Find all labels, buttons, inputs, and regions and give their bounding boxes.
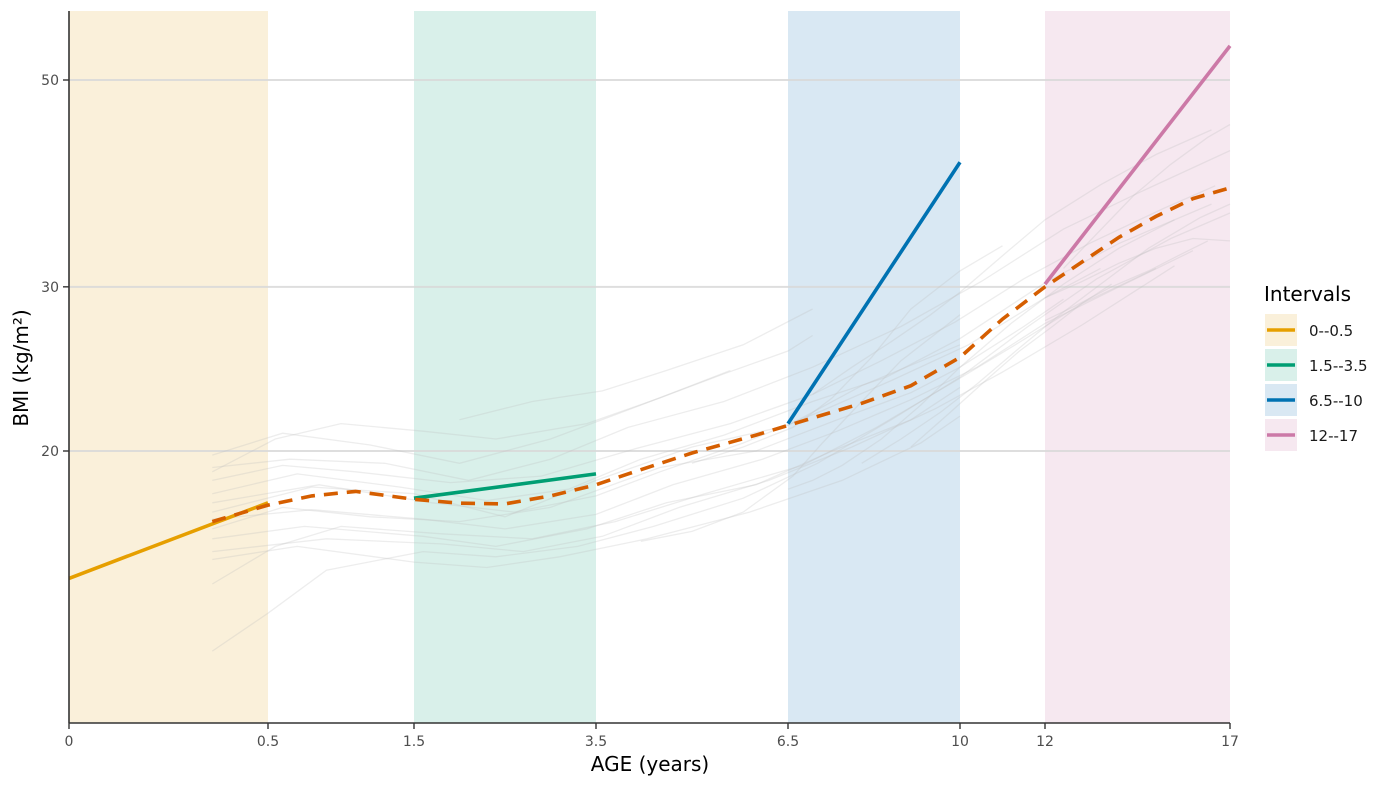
- trajectory-line-17: [787, 219, 1175, 490]
- trajectory-line-23: [910, 283, 1112, 448]
- legend-label: 1.5--3.5: [1309, 357, 1368, 375]
- trajectory-line-7: [212, 267, 1101, 513]
- trajectory-line-12: [212, 369, 731, 464]
- legend-items: 0--0.5 1.5--3.5 6.5--10 12--17: [1265, 314, 1368, 451]
- legend-label: 12--17: [1309, 427, 1358, 445]
- gridlines: [69, 79, 1230, 452]
- interval-line-2: [786, 161, 962, 425]
- legend-label: 6.5--10: [1309, 392, 1363, 410]
- trajectory-line-0: [212, 344, 961, 518]
- interval-band-0: [69, 11, 268, 723]
- trajectory-line-16: [691, 245, 1003, 464]
- trajectory-line-1: [212, 298, 1064, 530]
- trajectory-line-11: [211, 212, 1231, 652]
- interval-band-3: [1045, 11, 1230, 723]
- x-tick-label-2: 1.5: [403, 734, 425, 750]
- y-tick-label-0: 20: [41, 444, 59, 460]
- x-axis-title: AGE (years): [591, 752, 709, 776]
- y-axis-title: BMI (kg/m²): [9, 309, 33, 426]
- legend-item-3: 12--17: [1265, 419, 1358, 451]
- trajectory-line-10: [212, 250, 1194, 530]
- trajectory-line-13: [459, 308, 813, 421]
- x-tick-label-6: 12: [1036, 734, 1054, 750]
- legend-item-1: 1.5--3.5: [1265, 349, 1368, 381]
- trajectory-line-6: [211, 267, 1157, 585]
- trajectory-line-5: [212, 386, 961, 548]
- interval-line-3: [1043, 44, 1232, 286]
- trajectory-line-21: [1044, 240, 1209, 322]
- x-tick-label-5: 10: [951, 734, 969, 750]
- trajectory-line-15: [640, 314, 961, 542]
- x-tick-label-1: 0.5: [257, 734, 279, 750]
- legend: Intervals 0--0.5 1.5--3.5 6.5--10 12--17: [1264, 282, 1368, 451]
- x-tick-label-0: 0: [65, 734, 74, 750]
- series-lines: [68, 44, 1232, 581]
- x-tick-label-3: 3.5: [585, 734, 607, 750]
- interval-line-1: [413, 472, 597, 500]
- trajectory-line-19: [861, 203, 1231, 464]
- trajectory-line-22: [1063, 123, 1231, 269]
- legend-item-0: 0--0.5: [1265, 314, 1353, 346]
- trajectory-line-18: [812, 129, 1212, 395]
- interval-band-1: [414, 11, 596, 723]
- trajectory-line-8: [212, 185, 1216, 484]
- trajectory-line-20: [1044, 237, 1231, 299]
- trajectory-line-4: [212, 150, 1231, 482]
- interval-band-2: [788, 11, 960, 723]
- tick-labels: 0 0.5 1.5 3.5 6.5 10 12 17 20 30 50: [41, 73, 1239, 750]
- trajectory-line-9: [212, 415, 961, 569]
- interval-bands: [69, 11, 1230, 723]
- trajectory-line-3: [212, 265, 1175, 553]
- legend-title: Intervals: [1264, 282, 1351, 306]
- legend-label: 0--0.5: [1309, 322, 1353, 340]
- x-tick-label-7: 17: [1221, 734, 1239, 750]
- x-tick-label-4: 6.5: [777, 734, 799, 750]
- smooth-mean-curve: [211, 186, 1231, 524]
- legend-item-2: 6.5--10: [1265, 384, 1363, 416]
- axes: [68, 11, 1230, 724]
- y-tick-label-2: 50: [41, 73, 59, 89]
- trajectory-line-14: [211, 334, 813, 473]
- y-tick-label-1: 30: [41, 280, 59, 296]
